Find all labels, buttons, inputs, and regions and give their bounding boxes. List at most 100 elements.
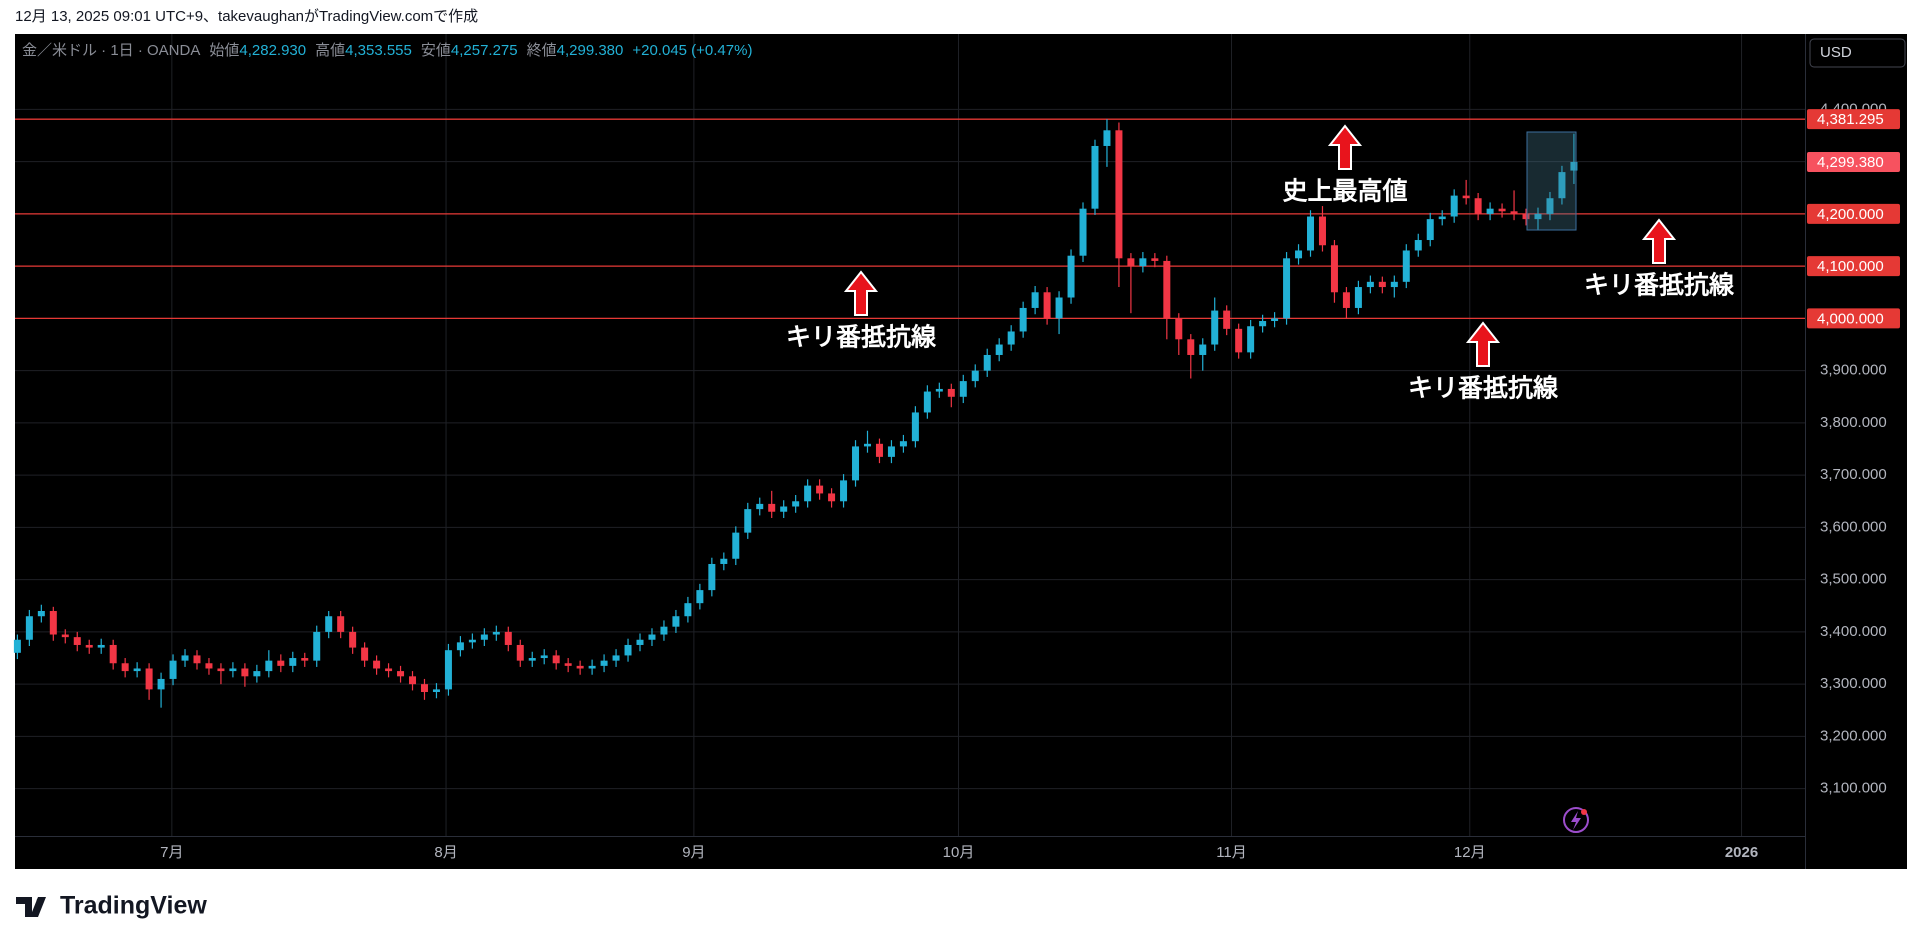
- candle-body: [1031, 292, 1039, 308]
- lightning-icon[interactable]: [1563, 807, 1589, 833]
- candle-body: [1474, 198, 1482, 214]
- candle-body: [828, 493, 836, 502]
- currency-box[interactable]: [1809, 38, 1906, 68]
- candle-body: [1330, 245, 1338, 293]
- logo-dot: [36, 897, 44, 905]
- candle-body: [468, 639, 476, 643]
- candle-body: [1127, 258, 1135, 267]
- candle-body: [1342, 292, 1350, 308]
- candle-body: [911, 412, 919, 442]
- icon-bolt: [1571, 811, 1581, 830]
- candle-body: [13, 639, 21, 653]
- candle-body: [1366, 281, 1374, 288]
- candle-body: [600, 660, 608, 666]
- candle-body: [792, 501, 800, 507]
- candle-body: [696, 590, 704, 604]
- candle-body: [516, 644, 524, 661]
- candle-body: [121, 663, 129, 672]
- candle-body: [1223, 310, 1231, 329]
- level-label: 4,000.000: [1817, 310, 1884, 327]
- level-label-box: [1807, 256, 1900, 277]
- y-tick-label: 3,700.000: [1820, 466, 1887, 483]
- candle-body: [1091, 145, 1099, 209]
- level-label: 4,381.295: [1817, 111, 1884, 128]
- candle-body: [648, 634, 656, 640]
- x-tick-label: 8月: [434, 844, 457, 861]
- y-tick-label: 3,100.000: [1820, 780, 1887, 797]
- candle-body: [588, 665, 596, 669]
- annotation-arrow: [1465, 321, 1501, 367]
- annotation-arrow: [1327, 124, 1363, 170]
- legend-label: 終値: [527, 42, 557, 59]
- candle-body: [1067, 255, 1075, 298]
- x-tick-label: 9月: [682, 844, 705, 861]
- x-tick-label: 11月: [1216, 844, 1247, 861]
- highlight-box: [1526, 131, 1577, 231]
- candle-body: [1199, 344, 1207, 355]
- candle-body: [504, 631, 512, 645]
- candle-body: [1498, 208, 1506, 212]
- candle-body: [840, 480, 848, 502]
- legend-label: 安値: [421, 42, 451, 59]
- x-tick-label: 10月: [943, 844, 975, 861]
- annotation-text: 史上最高値: [1282, 178, 1407, 206]
- annotation-arrow: [1641, 218, 1677, 264]
- candle-body: [1534, 213, 1542, 220]
- candle-body: [1570, 161, 1578, 171]
- candle-body: [684, 603, 692, 617]
- candle-body: [97, 644, 105, 648]
- candle-body: [265, 660, 273, 672]
- level-label-box: [1807, 109, 1900, 130]
- logo-text: TradingView: [60, 892, 207, 920]
- icon-dot: [1581, 809, 1587, 815]
- footer-logo: TradingView: [16, 892, 207, 920]
- candle-body: [1546, 198, 1554, 214]
- candle-body: [1043, 292, 1051, 319]
- level-label-box: [1807, 203, 1900, 224]
- legend-value: 4,353.555: [345, 42, 412, 59]
- candle-body: [708, 563, 716, 591]
- candle-body: [624, 644, 632, 656]
- candle-body: [73, 637, 81, 645]
- candle-body: [1019, 307, 1027, 332]
- candle-body: [1307, 216, 1315, 251]
- legend-title: 金／米ドル · 1日 · OANDA: [22, 42, 200, 59]
- candle-body: [1235, 328, 1243, 353]
- candle-body: [1007, 331, 1015, 345]
- candles: [13, 119, 1578, 708]
- candle-body: [768, 503, 776, 512]
- annotation-text: キリ番抵抗線: [786, 323, 937, 352]
- candle-body: [456, 642, 464, 651]
- y-tick-label: 3,400.000: [1820, 623, 1887, 640]
- level-lines: [15, 118, 1805, 320]
- candle-body: [528, 658, 536, 661]
- candle-body: [109, 644, 117, 664]
- candle-body: [1163, 260, 1171, 319]
- candle-body: [1426, 219, 1434, 241]
- level-label-box: [1807, 308, 1900, 329]
- candle-body: [61, 634, 69, 638]
- candle-body: [1187, 339, 1195, 355]
- legend-value: 4,299.380: [557, 42, 624, 59]
- candle-body: [1283, 258, 1291, 319]
- candle-body: [1390, 281, 1398, 288]
- candle-body: [1295, 250, 1303, 259]
- x-tick-label: 7月: [160, 844, 183, 861]
- y-tick-label: 3,200.000: [1820, 727, 1887, 744]
- candle-body: [612, 655, 620, 661]
- candle-body: [397, 671, 405, 677]
- candle-body: [1558, 172, 1566, 199]
- candle-body: [1055, 297, 1063, 319]
- candle-body: [313, 631, 321, 661]
- y-tick-label: 3,600.000: [1820, 518, 1887, 535]
- candle-body: [1378, 281, 1386, 288]
- candle-body: [337, 616, 345, 632]
- last-price-label: 4,299.380: [1817, 154, 1884, 171]
- candle-body: [349, 631, 357, 648]
- candle-body: [959, 381, 967, 397]
- candle-body: [935, 388, 943, 392]
- y-tick-label: 3,300.000: [1820, 675, 1887, 692]
